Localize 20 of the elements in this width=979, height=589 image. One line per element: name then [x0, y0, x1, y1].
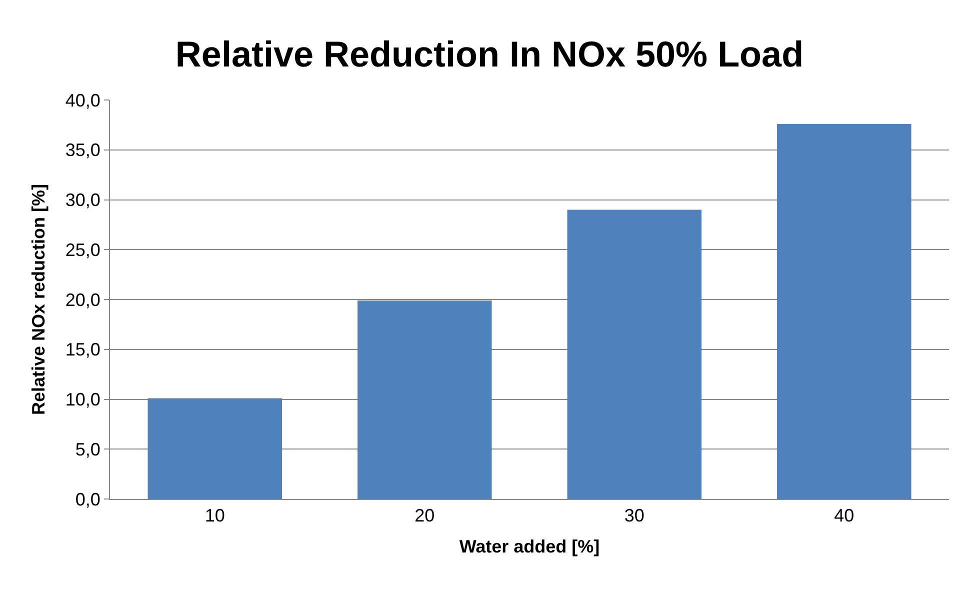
x-axis-title: Water added [%]	[459, 536, 600, 557]
x-tick-label: 30	[624, 506, 644, 526]
y-tick-label: 0,0	[75, 489, 100, 510]
y-tick-label: 10,0	[65, 390, 100, 410]
y-tick-label: 15,0	[65, 340, 100, 360]
x-tick-label: 40	[834, 506, 854, 526]
y-axis-title: Relative NOx reduction [%]	[28, 184, 49, 416]
bar	[358, 300, 492, 499]
y-tick-label: 5,0	[75, 439, 100, 460]
chart-title: Relative Reduction In NOx 50% Load	[175, 33, 804, 74]
bar	[567, 210, 702, 499]
y-tick-label: 40,0	[65, 90, 100, 110]
x-tick-label: 10	[204, 506, 225, 526]
y-tick-label: 25,0	[65, 240, 100, 260]
y-tick-label: 35,0	[65, 140, 100, 160]
bar	[777, 124, 912, 499]
x-tick-label: 20	[414, 506, 435, 526]
y-tick-label: 30,0	[65, 190, 100, 210]
bar	[148, 398, 282, 499]
y-tick-label: 20,0	[65, 290, 100, 310]
